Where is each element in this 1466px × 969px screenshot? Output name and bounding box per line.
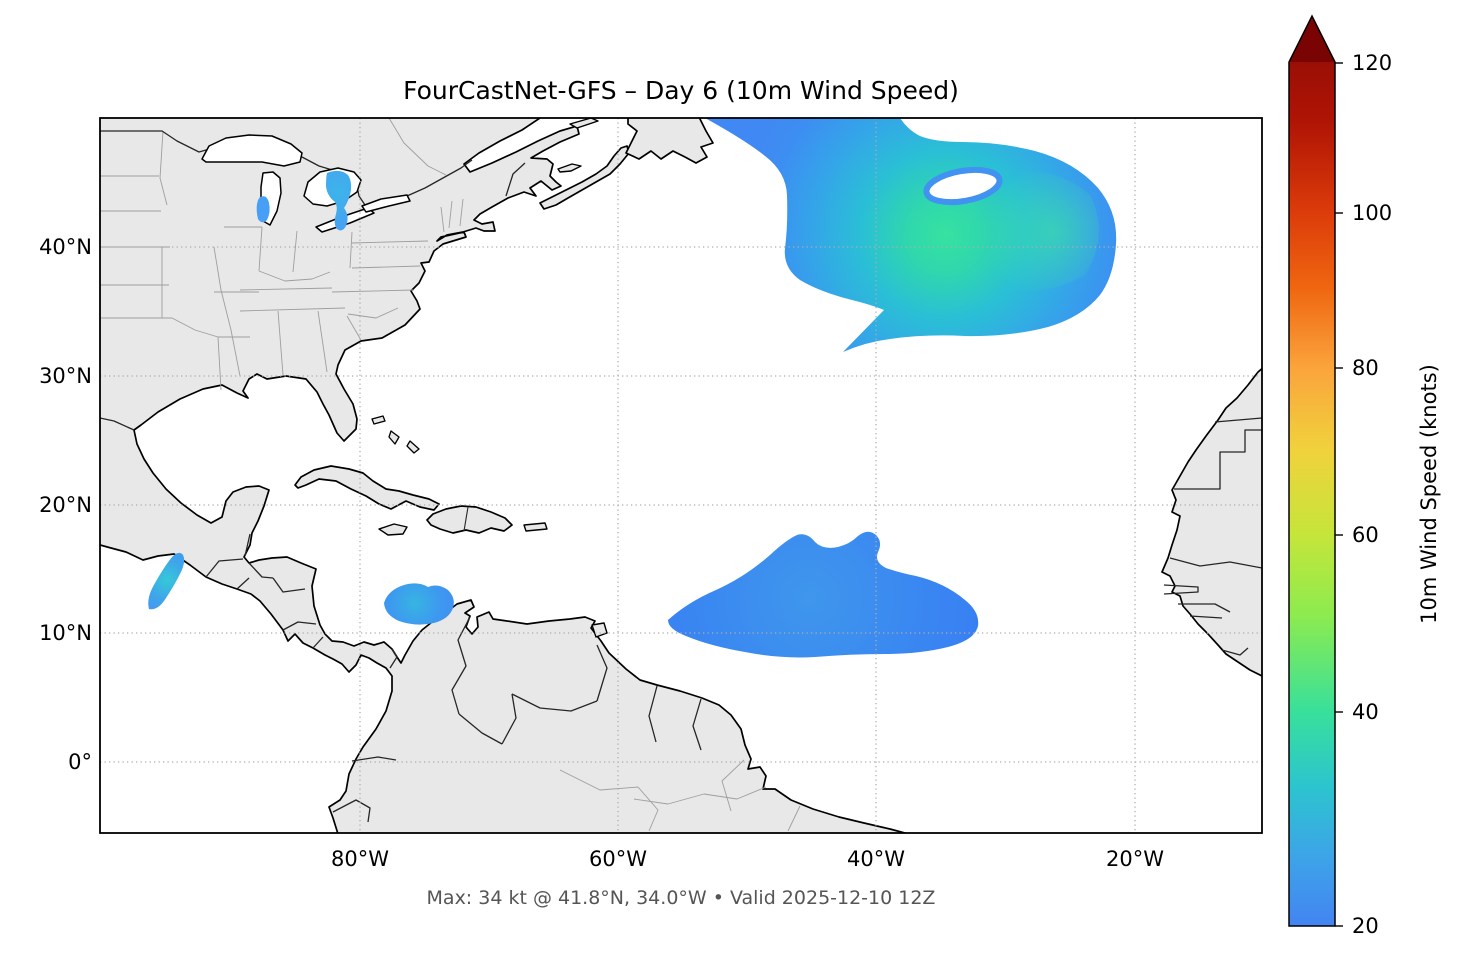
cbar-tick-80: 80 [1352, 356, 1379, 380]
border-maine-nb [505, 162, 526, 197]
page-title: FourCastNet-GFS – Day 6 (10m Wind Speed) [403, 76, 959, 105]
cbar-tick-60: 60 [1352, 523, 1379, 547]
wind-speed-contours [148, 118, 1117, 658]
land-bahamas [371, 415, 386, 425]
x-tick-40w: 40°W [847, 847, 905, 871]
map-layers [100, 118, 1262, 833]
x-tick-80w: 80°W [331, 847, 389, 871]
wind-calm-hole [923, 166, 1003, 206]
land-bahamas-3 [406, 440, 420, 454]
lake-ontario [361, 194, 411, 213]
x-tick-20w: 20°W [1106, 847, 1164, 871]
wind-blob-caribbean-jet [384, 583, 454, 625]
state-borders [100, 118, 801, 832]
land-pei [557, 163, 582, 173]
y-tick-0: 0° [68, 750, 92, 774]
gridlines [100, 118, 1262, 833]
x-tick-60w: 60°W [589, 847, 647, 871]
cbar-tick-120: 120 [1352, 51, 1392, 75]
wind-blob-lake-huron [326, 170, 352, 231]
max-valid-caption: Max: 34 kt @ 41.8°N, 34.0°W • Valid 2025… [427, 887, 936, 909]
border-africa-wsahara [1174, 429, 1262, 490]
land-cuba [294, 465, 440, 511]
y-tick-30n: 30°N [39, 364, 92, 388]
y-axis-tick-labels: 40°N 30°N 20°N 10°N 0° [39, 235, 92, 774]
border-colombia-venezuela [451, 616, 471, 715]
border-us-mexico [100, 417, 135, 431]
y-tick-40n: 40°N [39, 235, 92, 259]
land-americas-mainland [100, 118, 909, 833]
border-haiti-dr [463, 506, 469, 532]
land-puerto-rico [523, 522, 548, 532]
land-bahamas-2 [388, 430, 400, 445]
x-axis-tick-labels: 80°W 60°W 40°W 20°W [331, 847, 1164, 871]
y-tick-20n: 20°N [39, 493, 92, 517]
colorbar-tick-labels: 120 100 80 60 40 20 [1352, 51, 1392, 938]
wind-blob-trade-winds [668, 531, 979, 658]
colorbar-axis-label: 10m Wind Speed (knots) [1417, 364, 1441, 624]
land-hispaniola [426, 505, 513, 534]
cbar-tick-100: 100 [1352, 201, 1392, 225]
lake-superior [201, 134, 303, 167]
land-newfoundland [625, 118, 714, 164]
land-jamaica [378, 523, 408, 536]
axes-frame [99, 117, 1263, 834]
colorbar-extend-arrow [1289, 16, 1335, 62]
colorbar-tick-marks [1335, 62, 1343, 927]
country-borders [100, 130, 1262, 823]
colorbar-outline [1288, 14, 1336, 927]
wind-blob-lake-michigan [256, 196, 270, 223]
land-anticosti [569, 118, 599, 129]
y-tick-10n: 10°N [39, 621, 92, 645]
cbar-tick-40: 40 [1352, 700, 1379, 724]
colorbar: 120 100 80 60 40 20 10m Wind Speed (knot… [1288, 14, 1441, 938]
wind-blob-pacific-gap-wind [148, 552, 185, 610]
land-nova-scotia [539, 145, 630, 210]
colorbar-gradient [1289, 62, 1335, 926]
landmasses [100, 118, 1262, 833]
wind-blob-north-atlantic-green-spot [982, 170, 1099, 291]
cbar-tick-20: 20 [1352, 914, 1379, 938]
